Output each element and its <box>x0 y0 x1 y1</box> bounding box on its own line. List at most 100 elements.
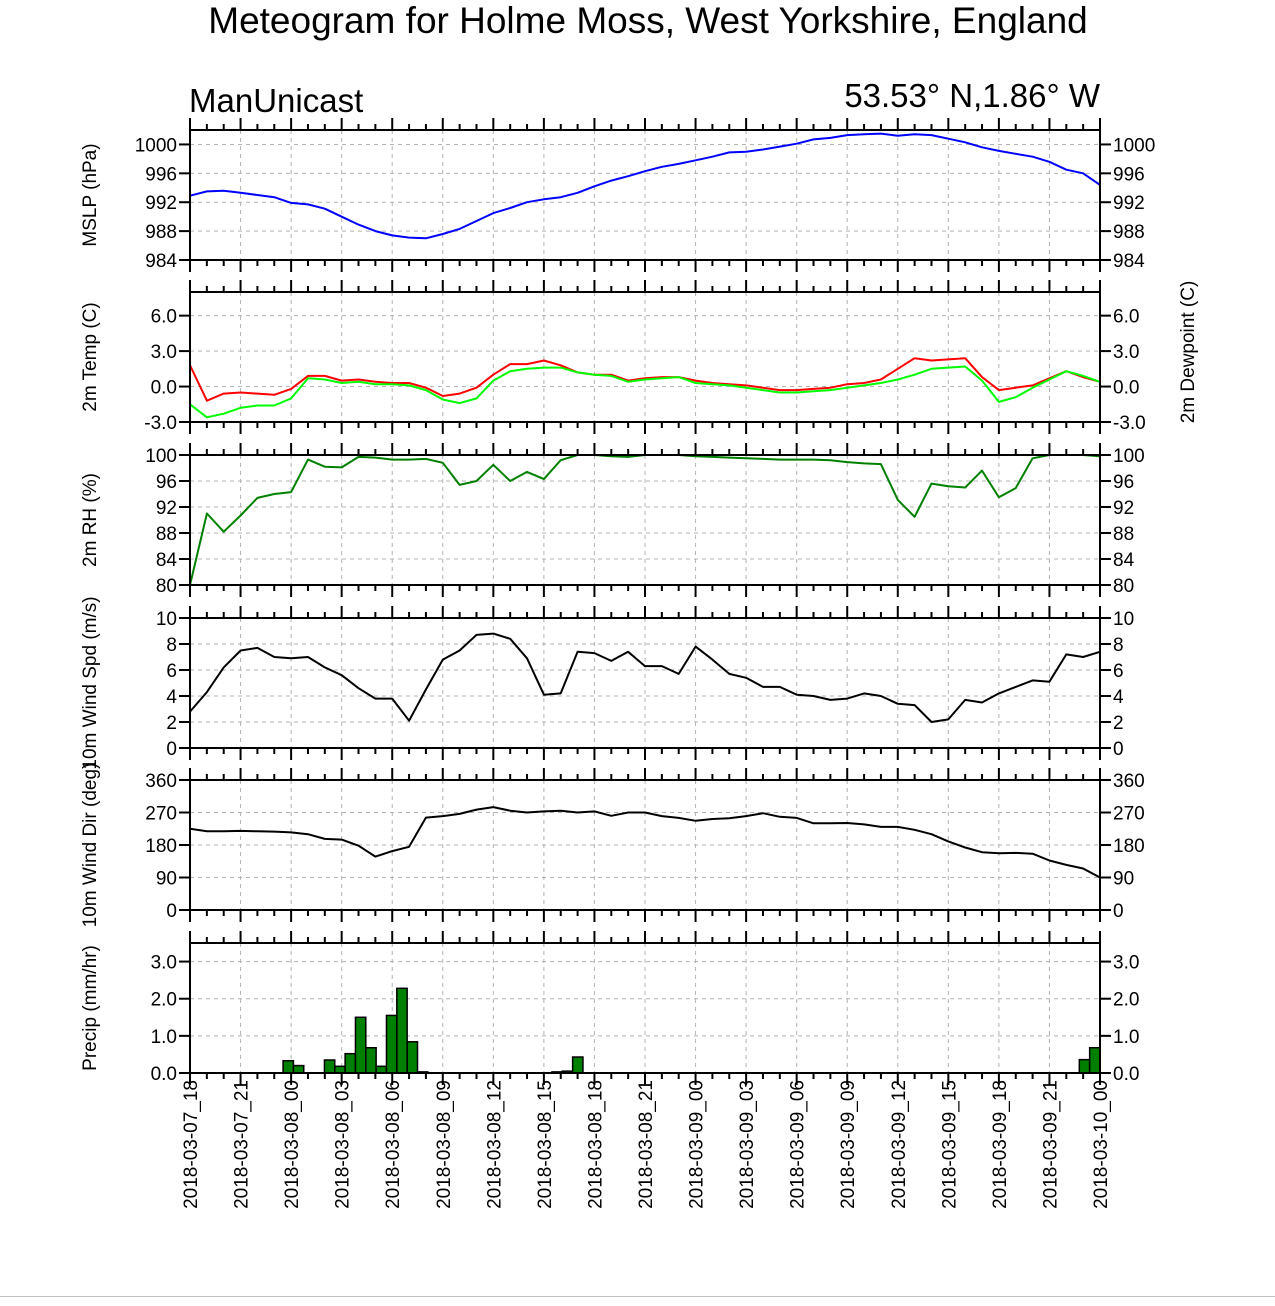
wdir-ytick-label-right: 0 <box>1113 901 1124 922</box>
wdir-ylabel: 10m Wind Dir (deg) <box>80 763 101 928</box>
precip-bar <box>396 987 408 1074</box>
x-tick-label: 2018-03-09_09 <box>838 1080 859 1209</box>
precip-ytick-label-right: 2.0 <box>1113 990 1139 1011</box>
wdir-series-line-0 <box>189 806 1101 879</box>
mslp-ylabel: MSLP (hPa) <box>80 143 101 246</box>
precip-bar <box>385 1014 398 1074</box>
precip-ytick-label-right: 3.0 <box>1113 953 1139 974</box>
x-tick-label: 2018-03-09_00 <box>687 1080 708 1209</box>
wdir-ytick-label-left: 270 <box>145 804 177 825</box>
rh-ylabel: 2m RH (%) <box>80 473 101 567</box>
wdir-ytick-label-left: 0 <box>166 901 177 922</box>
precip-ytick-label-left: 0.0 <box>151 1064 177 1085</box>
wspd-ytick-label-right: 10 <box>1113 609 1134 630</box>
temp-ytick-label-left: 6.0 <box>151 307 177 328</box>
x-tick-label: 2018-03-07_18 <box>181 1080 202 1209</box>
wspd-ytick-label-left: 0 <box>166 739 177 760</box>
precip-bar <box>375 1065 388 1074</box>
rh-ytick-label-left: 80 <box>156 576 177 597</box>
wdir-ytick-label-right: 90 <box>1113 869 1134 890</box>
wdir-ytick-label-left: 180 <box>145 836 177 857</box>
mslp-ytick-label-right: 1000 <box>1113 135 1155 156</box>
mslp-ytick-label-left: 992 <box>145 193 177 214</box>
rh-ytick-label-right: 80 <box>1113 576 1134 597</box>
wspd-ytick-label-right: 8 <box>1113 635 1124 656</box>
x-tick-label: 2018-03-09_03 <box>737 1080 758 1209</box>
temp-ytick-label-left: 0.0 <box>151 378 177 399</box>
precip-bar <box>1078 1058 1091 1074</box>
wspd-ytick-label-right: 6 <box>1113 661 1124 682</box>
x-tick-label: 2018-03-09_12 <box>889 1080 910 1209</box>
location-coordinates: 53.53° N,1.86° W <box>844 77 1101 114</box>
wspd-ytick-label-left: 4 <box>166 687 177 708</box>
precip-bar <box>1088 1046 1101 1074</box>
precip-bar <box>334 1065 346 1074</box>
rh-ytick-label-left: 100 <box>145 446 177 467</box>
x-tick-label: 2018-03-08_12 <box>484 1080 505 1209</box>
model-name: ManUnicast <box>189 82 363 119</box>
x-tick-label: 2018-03-08_06 <box>383 1080 404 1209</box>
precip-bar <box>354 1016 367 1074</box>
precip-bar <box>323 1059 336 1074</box>
wdir-frame <box>189 779 1101 911</box>
temp-ytick-label-right: -3.0 <box>1113 413 1146 434</box>
x-tick-label: 2018-03-08_21 <box>636 1080 657 1209</box>
temp-ytick-label-left: -3.0 <box>144 413 177 434</box>
wspd-ytick-label-right: 2 <box>1113 713 1124 734</box>
x-tick-label: 2018-03-08_09 <box>434 1080 455 1209</box>
x-tick-label: 2018-03-09_21 <box>1040 1080 1061 1209</box>
rh-frame <box>189 454 1101 586</box>
wspd-ytick-label-left: 8 <box>166 635 177 656</box>
mslp-ytick-label-left: 984 <box>145 251 177 272</box>
mslp-frame <box>189 129 1101 261</box>
rh-ytick-label-right: 92 <box>1113 498 1134 519</box>
precip-bar <box>406 1041 419 1074</box>
precip-ytick-label-left: 3.0 <box>151 953 177 974</box>
bottom-divider <box>0 1296 1275 1297</box>
wspd-ytick-label-right: 4 <box>1113 687 1124 708</box>
precip-ylabel: Precip (mm/hr) <box>80 945 101 1071</box>
wdir-ytick-label-right: 360 <box>1113 771 1145 792</box>
precip-bar <box>282 1059 295 1074</box>
wspd-ytick-label-right: 0 <box>1113 739 1124 760</box>
wspd-series-line-0 <box>189 632 1101 723</box>
x-tick-label: 2018-03-08_03 <box>333 1080 354 1209</box>
chart-title: Meteogram for Holme Moss, West Yorkshire… <box>208 0 1087 41</box>
temp-ylabel-right: 2m Dewpoint (C) <box>1178 281 1199 424</box>
wspd-ylabel: 10m Wind Spd (m/s) <box>80 596 101 769</box>
x-tick-label: 2018-03-09_18 <box>990 1080 1011 1209</box>
temp-frame <box>189 291 1101 423</box>
wdir-ytick-label-left: 360 <box>145 771 177 792</box>
temp-ytick-label-right: 3.0 <box>1113 342 1139 363</box>
mslp-ytick-label-left: 988 <box>145 222 177 243</box>
temp-series-line-0 <box>189 357 1101 402</box>
rh-ytick-label-right: 88 <box>1113 524 1134 545</box>
precip-bar <box>571 1056 584 1074</box>
wdir-ytick-label-right: 270 <box>1113 804 1145 825</box>
rh-ytick-label-right: 84 <box>1113 550 1135 571</box>
mslp-ytick-label-right: 984 <box>1113 251 1145 272</box>
mslp-ytick-label-right: 988 <box>1113 222 1145 243</box>
precip-bar <box>344 1052 357 1074</box>
x-tick-label: 2018-03-07_21 <box>232 1080 253 1209</box>
mslp-ytick-label-right: 996 <box>1113 164 1145 185</box>
x-tick-label: 2018-03-10_00 <box>1091 1080 1112 1209</box>
precip-ytick-label-right: 0.0 <box>1113 1064 1139 1085</box>
temp-ylabel: 2m Temp (C) <box>80 302 101 411</box>
mslp-ytick-label-left: 996 <box>145 164 177 185</box>
rh-ytick-label-right: 96 <box>1113 472 1134 493</box>
x-tick-label: 2018-03-09_06 <box>788 1080 809 1209</box>
precip-bar <box>365 1046 377 1074</box>
wdir-ytick-label-left: 90 <box>156 869 177 890</box>
x-tick-label: 2018-03-08_18 <box>585 1080 606 1209</box>
x-tick-label: 2018-03-09_15 <box>939 1080 960 1209</box>
wspd-ytick-label-left: 10 <box>156 609 177 630</box>
temp-ytick-label-left: 3.0 <box>151 342 177 363</box>
rh-ytick-label-right: 100 <box>1113 446 1145 467</box>
x-tick-label: 2018-03-08_15 <box>535 1080 556 1209</box>
precip-ytick-label-right: 1.0 <box>1113 1027 1139 1048</box>
rh-ytick-label-left: 92 <box>156 498 177 519</box>
wdir-ytick-label-right: 180 <box>1113 836 1145 857</box>
